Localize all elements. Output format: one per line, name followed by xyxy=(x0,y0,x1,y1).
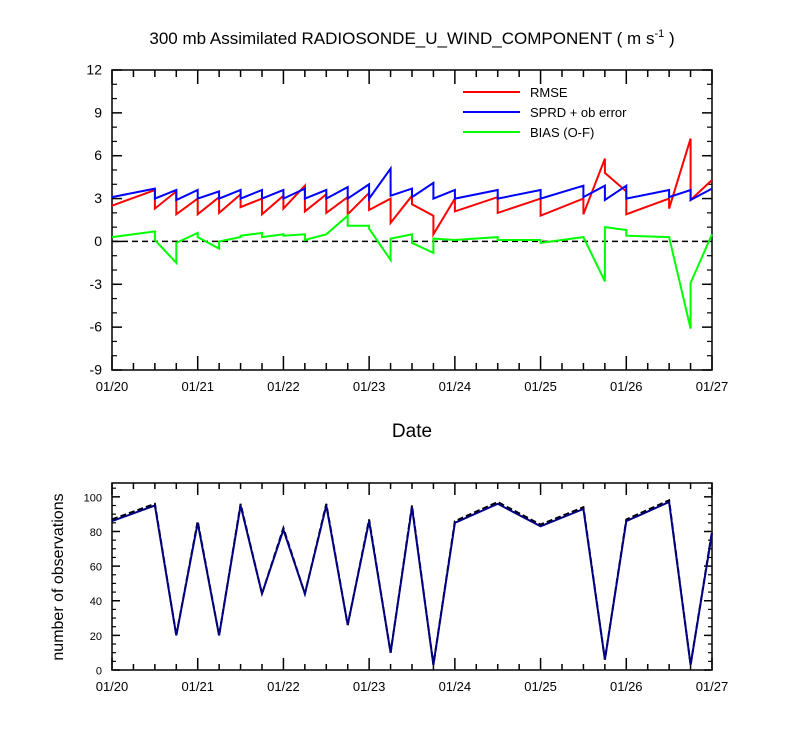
y-tick-label: -9 xyxy=(90,362,103,378)
title-main: 300 mb Assimilated RADIOSONDE_U_WIND_COM… xyxy=(149,29,654,48)
bottom-chart: 01/20 01/21 01/22 01/23 01/24 01/25 01/26 01/27… xyxy=(84,482,729,694)
y-tick-label: 60 xyxy=(90,562,102,574)
y-tick-label: 9 xyxy=(94,104,102,120)
x-tick-label: 01/21 xyxy=(181,379,214,394)
x-tick-label: 01/26 xyxy=(610,379,643,394)
title-end: ) xyxy=(664,29,674,48)
x-tick-label: 01/23 xyxy=(353,379,386,394)
y-tick-label: 12 xyxy=(86,62,102,78)
legend-label: RMSE xyxy=(530,85,568,100)
x-tick-label: 01/27 xyxy=(696,379,729,394)
top-chart: 01/20 01/21 01/22 01/23 01/24 01/25 01/26 01/27… xyxy=(86,62,728,395)
y-tick-label: 6 xyxy=(94,147,102,163)
x-tick-label: 01/25 xyxy=(524,679,557,694)
y-tick-label: -6 xyxy=(90,319,103,335)
y-tick-label: 40 xyxy=(90,596,102,608)
y-tick-label: 100 xyxy=(84,492,102,504)
x-tick-label: 01/21 xyxy=(181,679,214,694)
series-line-sprd-ob-error xyxy=(111,165,713,202)
x-tick-label: 01/20 xyxy=(96,679,129,694)
series-line-rmse xyxy=(111,138,713,238)
y-tick-label: 0 xyxy=(96,666,102,678)
y-tick-label: 80 xyxy=(90,527,102,539)
x-axis-label: Date xyxy=(392,421,432,442)
series-line-possible xyxy=(111,498,713,665)
series-line-bias-o-f xyxy=(111,213,713,329)
x-tick-label: 01/23 xyxy=(353,679,386,694)
y-tick-label: -3 xyxy=(90,276,103,292)
x-tick-label: 01/22 xyxy=(267,679,300,694)
legend-label: BIAS (O-F) xyxy=(530,125,594,140)
x-tick-label: 01/27 xyxy=(696,679,729,694)
x-tick-label: 01/24 xyxy=(439,379,472,394)
series-line-used xyxy=(111,500,713,665)
chart-title: 300 mb Assimilated RADIOSONDE_U_WIND_COM… xyxy=(149,28,674,48)
legend-label: SPRD + ob error xyxy=(530,105,627,120)
y-tick-label: 0 xyxy=(94,233,102,249)
title-superscript: -1 xyxy=(654,28,664,40)
x-tick-label: 01/20 xyxy=(96,379,129,394)
x-tick-label: 01/24 xyxy=(439,679,472,694)
bottom-y-axis-label: number of observations xyxy=(50,493,67,660)
x-tick-label: 01/26 xyxy=(610,679,643,694)
x-tick-label: 01/22 xyxy=(267,379,300,394)
y-tick-label: 20 xyxy=(90,631,102,643)
x-tick-label: 01/25 xyxy=(524,379,557,394)
y-tick-label: 3 xyxy=(94,190,102,206)
